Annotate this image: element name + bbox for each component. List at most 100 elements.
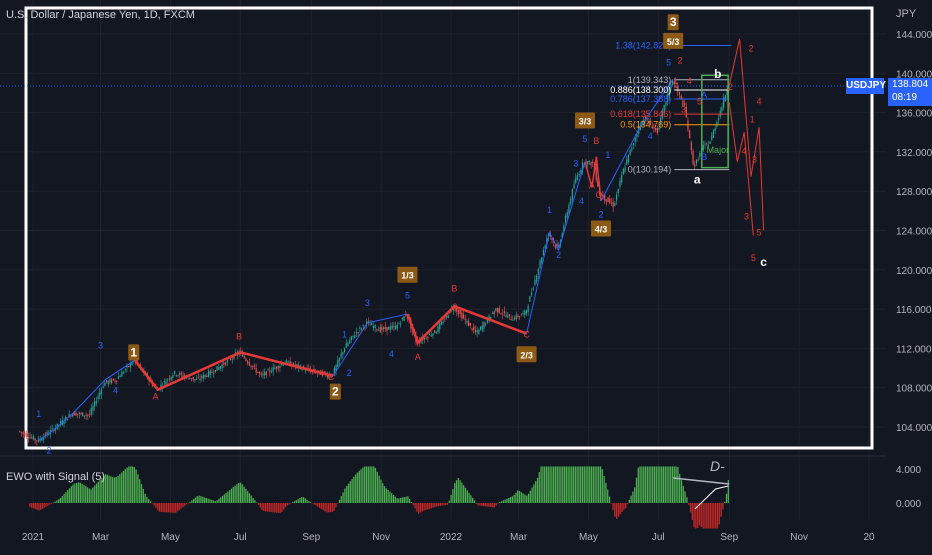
candle-body xyxy=(377,329,380,331)
candle-body xyxy=(92,405,94,411)
candle-body xyxy=(218,367,220,370)
ewo-bar xyxy=(65,492,67,503)
candle-body xyxy=(597,179,599,187)
ewo-bar xyxy=(171,503,173,513)
candle-body xyxy=(119,376,121,378)
candle-body xyxy=(63,421,65,424)
ewo-bar xyxy=(283,503,285,510)
candle-body xyxy=(124,369,126,371)
ewo-bar xyxy=(549,466,551,503)
candle-body xyxy=(554,244,556,248)
candle-body xyxy=(22,432,24,434)
correction-wave-2 xyxy=(133,350,334,392)
candle-body xyxy=(546,238,548,245)
candle-body xyxy=(223,362,225,365)
wave-degree-label: 3 xyxy=(670,15,677,29)
candle-body xyxy=(566,212,568,217)
candle-body xyxy=(434,330,436,333)
correction-wave-4-3 xyxy=(584,156,602,202)
candle-body xyxy=(519,316,521,318)
candle-body xyxy=(80,413,82,415)
ewo-bar xyxy=(144,493,146,503)
candle-body xyxy=(323,371,325,373)
ewo-bar xyxy=(430,503,432,509)
candle-body xyxy=(100,389,103,395)
ewo-bar xyxy=(112,477,114,503)
ewo-bar xyxy=(468,492,470,503)
ewo-bar xyxy=(461,482,463,503)
ewo-bar xyxy=(410,502,413,503)
ewo-bar xyxy=(446,503,449,505)
candle-body xyxy=(510,319,512,321)
ewo-bar xyxy=(220,497,222,503)
ewo-bar xyxy=(711,503,713,529)
ewo-bar xyxy=(603,476,605,503)
candle-body xyxy=(542,249,545,255)
candle-body xyxy=(485,323,487,325)
wave-degree-label: 1 xyxy=(130,345,137,359)
ewo-bar xyxy=(536,477,539,503)
ewo-bar xyxy=(180,503,182,509)
ewo-bar xyxy=(443,503,445,506)
candle-body xyxy=(651,126,653,129)
candle-body xyxy=(248,362,250,366)
ewo-bar xyxy=(230,488,233,503)
candle-body xyxy=(537,268,539,275)
indicator-title[interactable]: EWO with Signal (5) xyxy=(6,471,106,483)
candle-body xyxy=(54,427,57,431)
candle-body xyxy=(580,169,582,174)
ewo-bar xyxy=(612,503,614,511)
candle-body xyxy=(627,154,630,163)
candle-body xyxy=(670,84,672,88)
candle-body xyxy=(19,430,21,432)
candle-body xyxy=(70,415,72,417)
ewo-bar xyxy=(250,495,252,503)
ewo-bar xyxy=(67,490,69,503)
candle-body xyxy=(48,433,50,435)
price-axis[interactable]: 144.000 140.000 136.000 132.000 128.000 124.0… xyxy=(896,30,932,510)
candle-body xyxy=(498,307,500,313)
candle-body xyxy=(199,378,201,380)
candle-body xyxy=(508,314,511,316)
ewo-bar xyxy=(175,503,177,513)
y-tick-label: 144.000 xyxy=(896,30,932,41)
ewo-bar xyxy=(481,503,483,506)
ewo-bar xyxy=(117,475,119,503)
wave-degree-label: 5/3 xyxy=(667,37,680,47)
ewo-bar xyxy=(427,503,429,510)
candle-body xyxy=(505,315,507,317)
wave-label: 3 xyxy=(98,340,103,350)
candle-body xyxy=(634,138,636,142)
y-tick-label: 124.000 xyxy=(896,227,932,238)
candle-body xyxy=(658,127,660,130)
ewo-bar xyxy=(176,503,179,512)
ewo-bar xyxy=(52,502,54,504)
candle-body xyxy=(204,374,206,378)
ewo-bar xyxy=(72,484,74,503)
ewo-bar xyxy=(576,466,578,503)
ewo-bar xyxy=(540,466,542,503)
time-axis[interactable]: 2021 Mar May Jul Sep Nov 2022 Mar May Jul Sep Nov 20 xyxy=(22,532,875,543)
ewo-bar xyxy=(641,466,643,503)
candle-body xyxy=(530,292,533,296)
candle-body xyxy=(37,438,40,442)
x-tick-label: 20 xyxy=(863,532,875,543)
candle-body xyxy=(631,147,633,151)
ewo-bar xyxy=(221,495,224,503)
fib-label: 0.886(138.300) xyxy=(610,85,671,95)
fibonacci-levels[interactable]: 1.38(142.826) 1(139.343)0.886(138.300)0.7… xyxy=(610,41,732,175)
wave-degree-badge xyxy=(128,344,140,361)
candle-body xyxy=(423,337,426,340)
ewo-bar xyxy=(317,503,319,507)
wave-label: 2 xyxy=(556,250,561,260)
wave-degree-badge xyxy=(591,220,612,237)
ewo-bar xyxy=(592,466,594,503)
symbol-title[interactable]: U.S. Dollar / Japanese Yen, 1D, FXCM xyxy=(6,9,195,21)
impulse-wave-5-3 xyxy=(600,78,674,202)
candle-body xyxy=(206,375,208,377)
candle-body xyxy=(442,322,444,324)
ewo-bar xyxy=(59,497,62,503)
candle-body xyxy=(167,379,169,381)
